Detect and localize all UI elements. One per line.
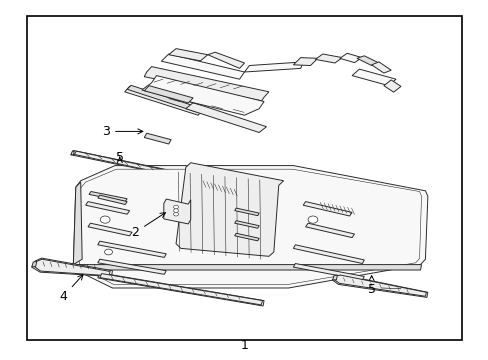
Circle shape — [104, 249, 112, 255]
Polygon shape — [176, 163, 283, 256]
Text: 5: 5 — [367, 276, 375, 296]
Polygon shape — [100, 274, 262, 305]
Polygon shape — [74, 151, 175, 175]
Polygon shape — [293, 264, 364, 280]
Bar — [27, 16, 461, 340]
Polygon shape — [32, 261, 37, 267]
Polygon shape — [98, 241, 166, 257]
Circle shape — [100, 216, 110, 223]
Polygon shape — [168, 49, 207, 61]
Polygon shape — [127, 85, 200, 112]
Polygon shape — [144, 86, 193, 103]
Polygon shape — [32, 258, 112, 276]
Circle shape — [173, 209, 178, 212]
Polygon shape — [339, 53, 361, 63]
Polygon shape — [73, 182, 82, 265]
Polygon shape — [207, 52, 244, 68]
Polygon shape — [144, 67, 268, 101]
Polygon shape — [351, 69, 395, 86]
Polygon shape — [89, 192, 127, 202]
Polygon shape — [185, 103, 266, 132]
Text: 3: 3 — [102, 125, 142, 138]
Circle shape — [173, 205, 178, 209]
Text: 2: 2 — [131, 213, 165, 239]
Polygon shape — [234, 233, 259, 241]
Text: 4: 4 — [60, 275, 83, 303]
Polygon shape — [332, 275, 337, 280]
Polygon shape — [293, 245, 364, 264]
Circle shape — [307, 216, 317, 223]
Polygon shape — [303, 202, 351, 216]
Polygon shape — [293, 58, 317, 66]
Polygon shape — [34, 259, 110, 276]
Polygon shape — [163, 199, 190, 224]
Polygon shape — [333, 275, 426, 296]
Polygon shape — [98, 273, 264, 306]
Polygon shape — [161, 54, 244, 79]
Text: 5: 5 — [116, 151, 123, 164]
Polygon shape — [73, 166, 427, 288]
Polygon shape — [234, 208, 259, 216]
Polygon shape — [371, 62, 390, 73]
Polygon shape — [98, 195, 127, 204]
Polygon shape — [315, 54, 342, 63]
Polygon shape — [142, 76, 264, 115]
Polygon shape — [79, 169, 421, 284]
Polygon shape — [383, 80, 400, 92]
Polygon shape — [88, 223, 132, 236]
Polygon shape — [244, 62, 303, 72]
Polygon shape — [71, 150, 178, 176]
Polygon shape — [85, 202, 129, 214]
Polygon shape — [332, 274, 427, 297]
Polygon shape — [71, 151, 74, 155]
Text: 1: 1 — [240, 339, 248, 352]
Polygon shape — [98, 259, 166, 274]
Circle shape — [173, 212, 178, 216]
Polygon shape — [124, 86, 203, 115]
Polygon shape — [356, 56, 378, 66]
Polygon shape — [305, 223, 354, 238]
Polygon shape — [144, 133, 171, 144]
Polygon shape — [76, 265, 421, 270]
Polygon shape — [234, 221, 259, 228]
